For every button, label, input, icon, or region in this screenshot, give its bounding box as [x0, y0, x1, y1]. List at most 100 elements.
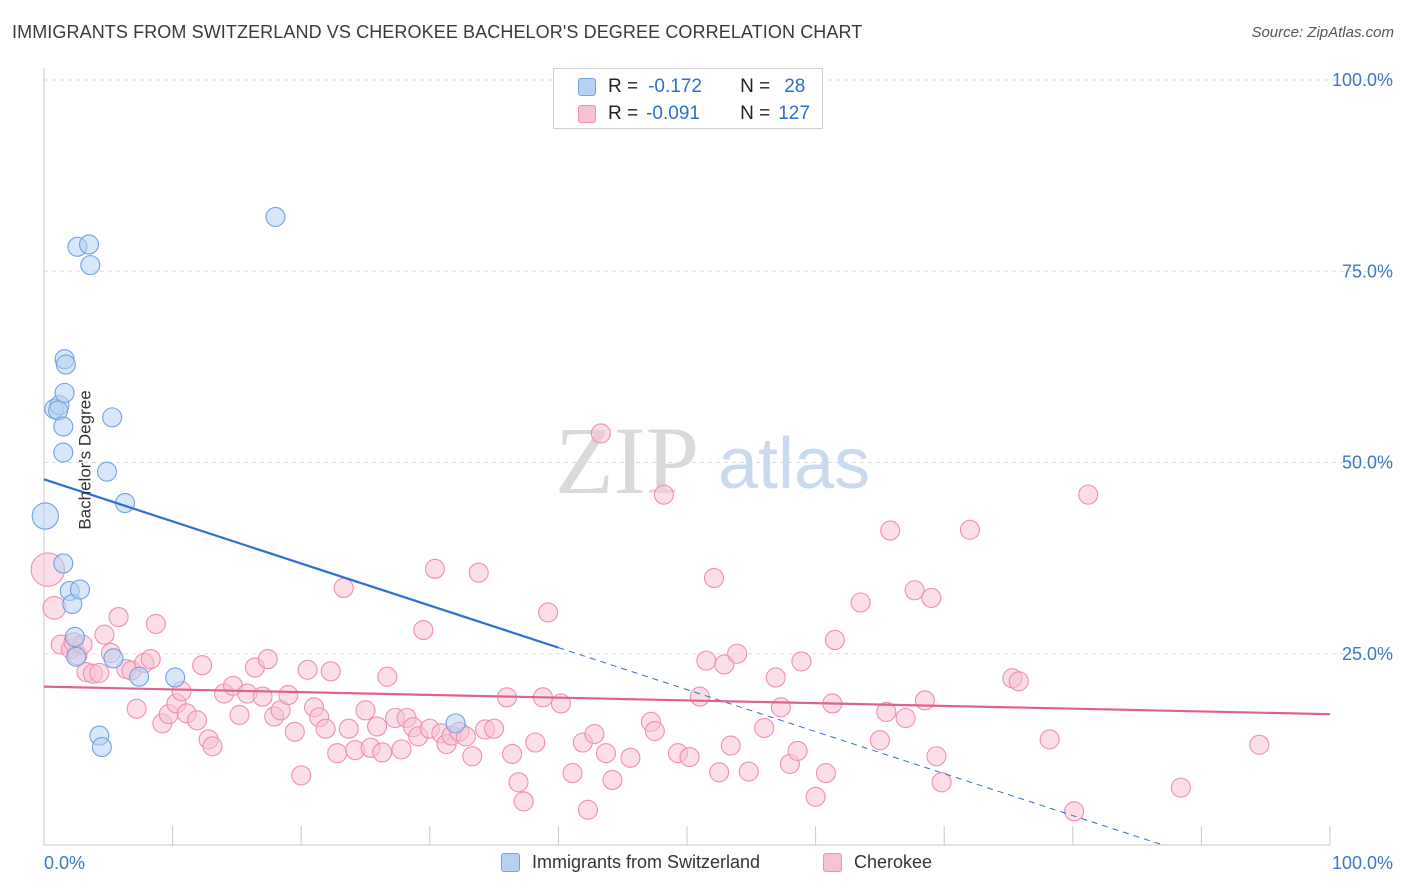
- cherokee-point: [140, 649, 161, 670]
- cherokee-point: [257, 649, 278, 670]
- cherokee-point: [959, 519, 980, 540]
- cherokee-point: [1008, 671, 1029, 692]
- cherokee-point: [508, 772, 529, 793]
- cherokee-point: [372, 742, 393, 763]
- cherokee-point: [754, 717, 775, 739]
- y-tick-label: 75.0%: [1342, 261, 1393, 281]
- series-label-cherokee: Cherokee: [854, 852, 933, 872]
- cherokee-point: [791, 651, 812, 672]
- series-label-switzerland: Immigrants from Switzerland: [532, 852, 761, 872]
- cherokee-point: [513, 791, 534, 812]
- cherokee-point: [377, 666, 398, 687]
- switzerland-point: [129, 666, 150, 687]
- switzerland-point: [64, 626, 85, 647]
- cherokee-point: [876, 701, 897, 722]
- switzerland-point: [54, 382, 75, 403]
- cherokee-point: [108, 606, 129, 628]
- cherokee-point: [714, 654, 735, 675]
- cherokee-point: [602, 769, 623, 791]
- legend-row-cherokee: R = -0.091 N = 127: [578, 102, 810, 126]
- cherokee-point: [904, 580, 925, 601]
- legend-swatch-cherokee: [578, 105, 596, 123]
- cherokee-point: [252, 686, 273, 707]
- switzerland-point: [96, 461, 118, 482]
- cherokee-point: [562, 763, 583, 784]
- cherokee-point: [709, 762, 730, 783]
- cherokee-point: [689, 686, 710, 707]
- cherokee-point: [738, 761, 759, 782]
- switzerland-point: [55, 354, 76, 375]
- cherokee-point: [315, 718, 336, 739]
- cherokee-point: [367, 716, 388, 737]
- axes: [43, 68, 1331, 846]
- series-legend-switzerland: Immigrants from Switzerland: [501, 852, 760, 873]
- cherokee-point: [1064, 801, 1085, 822]
- watermark: ZIP atlas: [555, 407, 870, 514]
- legend-n-value: 127: [778, 103, 810, 124]
- cherokee-point: [696, 650, 717, 671]
- cherokee-point: [338, 718, 359, 739]
- switzerland-trend-extension: [558, 647, 1163, 846]
- legend-r-value: -0.091: [646, 103, 700, 124]
- cherokee-point: [391, 739, 412, 760]
- switzerland-point: [69, 579, 91, 600]
- cherokee-point: [202, 736, 223, 757]
- x-tick-label: 100.0%: [1332, 853, 1393, 873]
- cherokee-point: [880, 520, 901, 541]
- switzerland-point: [53, 416, 74, 437]
- cherokee-point: [703, 567, 725, 589]
- series-legend: Immigrants from Switzerland Cherokee: [0, 850, 1406, 878]
- legend-row-switzerland: R = -0.172 N = 28: [578, 75, 805, 99]
- y-tick-label: 25.0%: [1342, 644, 1393, 664]
- cherokee-point: [413, 619, 434, 641]
- legend-n-value: 28: [784, 76, 806, 97]
- cherokee-trend-line: [43, 685, 1331, 716]
- switzerland-point: [102, 407, 123, 428]
- trend-lines: [43, 478, 1331, 846]
- cherokee-point: [584, 724, 605, 745]
- cherokee-point: [424, 558, 445, 579]
- cherokee-point: [595, 743, 617, 764]
- cherokee-point: [468, 562, 489, 583]
- cherokee-point: [462, 746, 483, 767]
- cherokee-point: [727, 643, 748, 664]
- cherokee-point: [590, 423, 611, 444]
- cherokee-point: [484, 718, 505, 739]
- legend-n-label: N =: [740, 76, 771, 97]
- cherokee-point: [931, 772, 952, 793]
- cherokee-point: [278, 685, 299, 706]
- y-tick-label: 50.0%: [1342, 453, 1393, 473]
- cherokee-point: [805, 786, 826, 807]
- switzerland-point: [165, 667, 186, 688]
- switzerland-point: [66, 646, 87, 667]
- series-swatch-cherokee: [823, 853, 842, 872]
- legend-r-value: -0.172: [648, 76, 702, 97]
- cherokee-point: [869, 730, 890, 751]
- cherokee-point: [653, 484, 674, 505]
- cherokee-point: [94, 624, 115, 645]
- cherokee-point: [186, 710, 208, 731]
- switzerland-trend-line: [43, 478, 559, 649]
- cherokee-point: [355, 700, 376, 721]
- cherokee-point: [824, 629, 845, 651]
- switzerland-points: [31, 206, 466, 758]
- cherokee-point: [333, 577, 354, 599]
- cherokee-point: [679, 746, 700, 768]
- cherokee-point: [787, 740, 808, 761]
- cherokee-point: [327, 743, 348, 764]
- series-legend-cherokee: Cherokee: [823, 852, 932, 873]
- switzerland-point: [80, 255, 101, 276]
- cherokee-point: [620, 747, 641, 768]
- legend-r-label: R =: [608, 103, 639, 124]
- cherokee-point: [1078, 484, 1099, 505]
- cherokee-point: [921, 587, 942, 608]
- cherokee-point: [291, 765, 312, 786]
- switzerland-point: [445, 713, 466, 734]
- cherokee-point: [297, 659, 318, 680]
- cherokee-point: [850, 592, 871, 613]
- chart-title: IMMIGRANTS FROM SWITZERLAND VS CHEROKEE …: [12, 22, 863, 42]
- cherokee-point: [926, 746, 947, 767]
- cherokee-point: [765, 667, 786, 688]
- cherokee-point: [538, 602, 559, 623]
